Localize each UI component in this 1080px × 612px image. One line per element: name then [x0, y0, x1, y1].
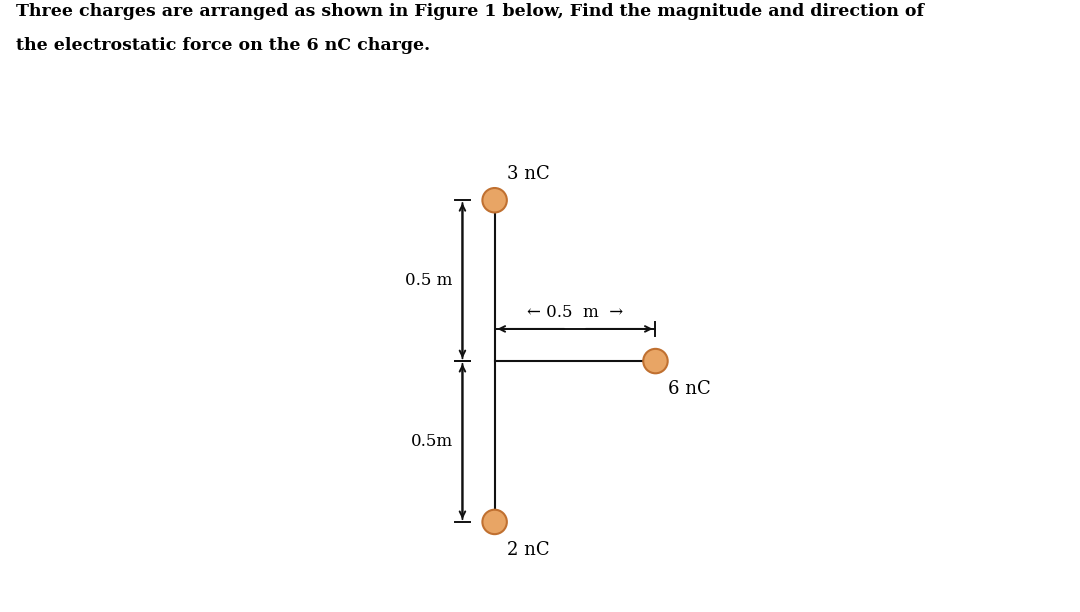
Text: 2 nC: 2 nC — [508, 541, 550, 559]
Text: ← 0.5  m  →: ← 0.5 m → — [527, 304, 623, 321]
Text: 0.5 m: 0.5 m — [405, 272, 453, 289]
Text: 3 nC: 3 nC — [508, 165, 550, 182]
Circle shape — [644, 349, 667, 373]
Text: Three charges are arranged as shown in Figure 1 below, Find the magnitude and di: Three charges are arranged as shown in F… — [16, 3, 924, 20]
Text: 0.5m: 0.5m — [410, 433, 453, 450]
Text: the electrostatic force on the 6 nC charge.: the electrostatic force on the 6 nC char… — [16, 37, 430, 54]
Circle shape — [483, 188, 507, 212]
Text: 6 nC: 6 nC — [669, 381, 711, 398]
Circle shape — [483, 510, 507, 534]
